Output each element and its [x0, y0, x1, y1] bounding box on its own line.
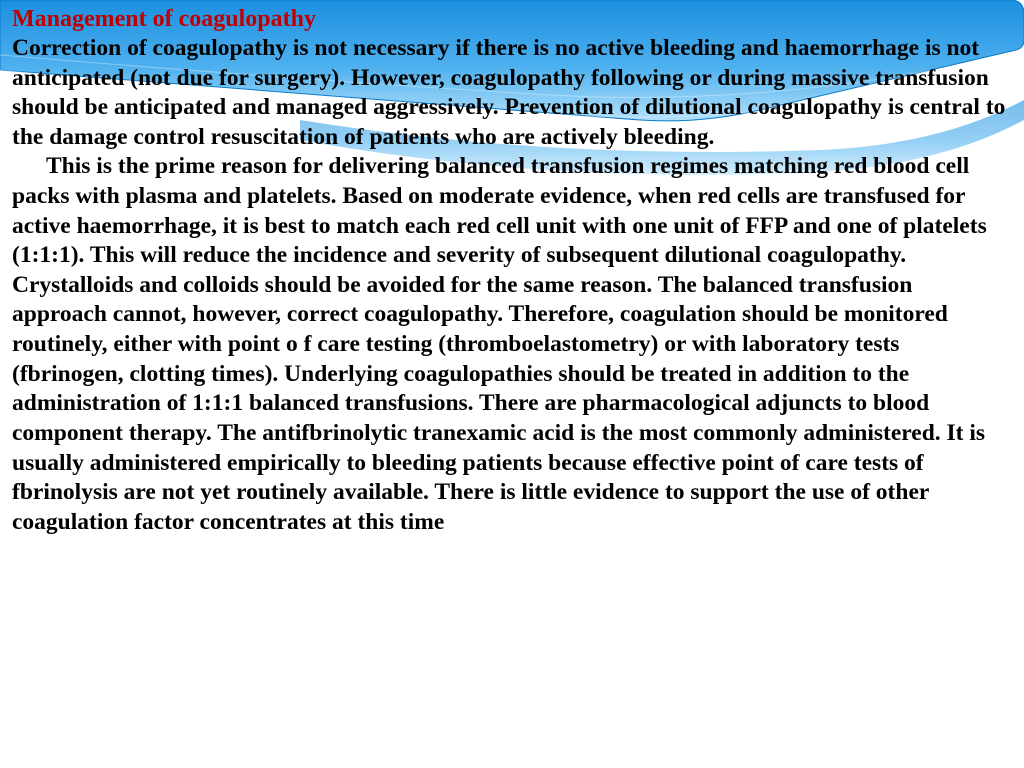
paragraph-1: Correction of coagulopathy is not necess… — [12, 34, 1012, 152]
slide-title: Management of coagulopathy — [12, 4, 1012, 34]
paragraph-2: This is the prime reason for delivering … — [12, 152, 1012, 537]
slide-content: Management of coagulopathy Correction of… — [0, 0, 1024, 549]
